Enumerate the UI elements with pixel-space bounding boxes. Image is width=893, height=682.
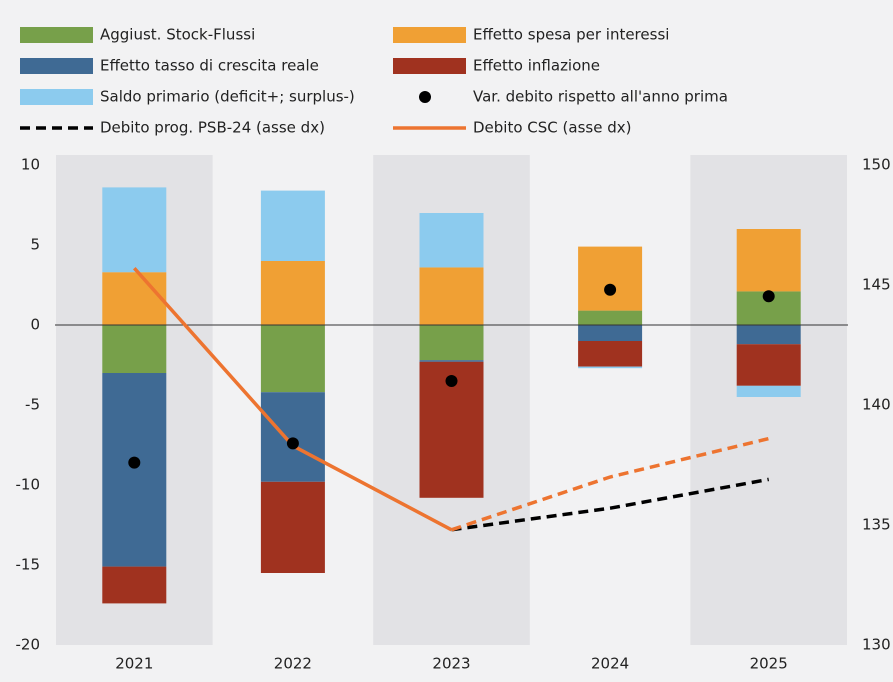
- bar-segment: [578, 246, 643, 311]
- x-tick-label: 2021: [115, 655, 153, 673]
- bar-segment: [736, 325, 801, 345]
- y-tick-label: -15: [16, 556, 41, 574]
- legend-swatch: [20, 27, 93, 43]
- debt-line: [450, 436, 770, 532]
- debt-change-point: [128, 456, 141, 469]
- bar-segment: [736, 229, 801, 292]
- legend-label: Var. debito rispetto all'anno prima: [473, 88, 728, 106]
- y2-tick-label: 130: [862, 636, 891, 654]
- bar-segment: [578, 366, 643, 369]
- bar-segment: [260, 481, 325, 573]
- bar-segment: [102, 325, 167, 373]
- y-tick-label: 10: [21, 156, 40, 174]
- y-tick-label: 5: [30, 236, 40, 254]
- bar-segment: [419, 267, 484, 325]
- y2-tick-label: 140: [862, 396, 891, 414]
- bar-segment: [102, 373, 167, 567]
- bar-segment: [260, 325, 325, 393]
- legend-label: Saldo primario (deficit+; surplus-): [100, 88, 355, 106]
- bar-segment: [260, 392, 325, 482]
- debt-change-point: [286, 437, 299, 450]
- bar-segment: [419, 213, 484, 268]
- legend-swatch: [20, 58, 93, 74]
- y-tick-label: -10: [16, 476, 41, 494]
- bar-segment: [102, 187, 167, 273]
- legend-label: Effetto inflazione: [473, 57, 600, 75]
- y2-tick-label: 150: [862, 156, 891, 174]
- legend-swatch: [393, 27, 466, 43]
- legend-label: Effetto spesa per interessi: [473, 26, 669, 44]
- debt-change-point: [445, 375, 458, 387]
- y-tick-label: -5: [25, 396, 40, 414]
- shaded-band: [690, 155, 847, 645]
- legend-swatch: [419, 91, 431, 103]
- x-tick-label: 2024: [591, 655, 629, 673]
- y-tick-label: -20: [16, 636, 41, 654]
- legend-label: Debito prog. PSB-24 (asse dx): [100, 119, 325, 137]
- bar-segment: [419, 360, 484, 362]
- debt-change-point: [604, 283, 617, 296]
- bar-segment: [578, 341, 643, 367]
- legend-swatch: [393, 58, 466, 74]
- x-tick-label: 2022: [274, 655, 312, 673]
- bar-segment: [419, 325, 484, 361]
- y2-tick-label: 135: [862, 516, 891, 534]
- debt-line: [451, 477, 770, 532]
- legend-label: Aggiust. Stock-Flussi: [100, 26, 255, 44]
- bar-segment: [736, 344, 801, 386]
- legend-label: Effetto tasso di crescita reale: [100, 57, 319, 75]
- bar-segment: [260, 190, 325, 261]
- bar-segment: [260, 261, 325, 325]
- x-tick-label: 2023: [432, 655, 470, 673]
- legend-swatch: [20, 89, 93, 105]
- bar-segment: [102, 566, 167, 604]
- x-tick-label: 2025: [750, 655, 788, 673]
- bar-segment: [578, 325, 643, 341]
- y-tick-label: 0: [30, 316, 40, 334]
- bar-segment: [736, 385, 801, 397]
- legend-label: Debito CSC (asse dx): [473, 119, 631, 137]
- y2-tick-label: 145: [862, 276, 891, 294]
- bar-segment: [578, 310, 643, 325]
- bar-segment: [102, 272, 167, 325]
- debt-change-point: [762, 290, 775, 303]
